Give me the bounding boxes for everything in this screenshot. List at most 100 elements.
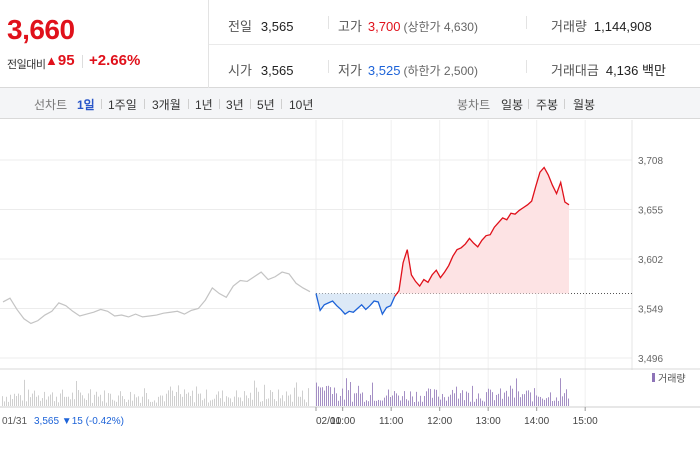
volume-bar: [84, 398, 85, 406]
tab-daily-candle[interactable]: 일봉: [501, 98, 524, 112]
volume-bar: [138, 396, 139, 406]
divider: [219, 99, 220, 109]
volume-bar: [190, 395, 191, 406]
volume-bar: [218, 391, 219, 406]
volume-bar: [198, 393, 199, 406]
volume-bar: [526, 390, 527, 406]
x-tick-label: 10:00: [330, 416, 355, 427]
volume-bar: [426, 391, 427, 406]
high-value: 3,700: [367, 19, 401, 34]
volume-bar: [204, 398, 205, 406]
volume-bar: [224, 401, 225, 406]
volume-bar: [306, 402, 307, 406]
line-chart-label: 선차트: [34, 98, 68, 112]
volume-bar: [514, 397, 515, 406]
volume-bar: [182, 396, 183, 406]
volume-bar: [340, 395, 341, 406]
volume-value: 1,144,908: [593, 19, 652, 34]
volume-bar: [242, 401, 243, 406]
volume-bar: [52, 392, 53, 406]
volume-bar: [38, 395, 39, 406]
volume-bar: [510, 385, 511, 406]
tab-10years[interactable]: 10년: [289, 98, 314, 112]
divider: [526, 16, 527, 29]
volume-bar: [68, 396, 69, 406]
tab-1year[interactable]: 1년: [195, 98, 213, 112]
tab-1day[interactable]: 1일: [77, 98, 95, 112]
volume-bar: [250, 392, 251, 406]
volume-bar: [540, 396, 541, 406]
volume-bar: [6, 396, 7, 406]
prev-close-label: 전일: [228, 19, 252, 34]
volume-bar: [428, 388, 429, 406]
volume-bar: [546, 398, 547, 406]
volume-bar: [220, 398, 221, 406]
volume-bar: [380, 400, 381, 406]
volume-bar: [416, 391, 417, 406]
volume-bar: [102, 401, 103, 406]
volume-bar: [146, 392, 147, 406]
volume-bar: [382, 400, 383, 406]
volume-bar: [536, 395, 537, 406]
volume-bar: [392, 395, 393, 406]
volume-bar: [212, 399, 213, 406]
tab-1week[interactable]: 1주일: [108, 98, 137, 112]
volume: 거래량 1,144,908: [551, 16, 652, 35]
volume-bar: [398, 395, 399, 406]
volume-bar: [474, 401, 475, 406]
volume-bar: [268, 398, 269, 406]
volume-bar: [326, 386, 327, 406]
x-tick-label: 13:00: [476, 416, 501, 427]
volume-bar: [350, 382, 351, 406]
divider: [526, 60, 527, 73]
volume-bar: [408, 400, 409, 406]
volume-bar: [18, 393, 19, 406]
volume-bar: [152, 401, 153, 406]
divider: [328, 16, 329, 29]
volume-bar: [124, 399, 125, 406]
divider: [250, 99, 251, 109]
volume-bar: [248, 398, 249, 406]
volume-bar: [266, 399, 267, 406]
volume-bar: [492, 392, 493, 406]
y-tick-label: 3,602: [638, 255, 663, 266]
volume-bar: [550, 392, 551, 406]
volume-bar: [292, 401, 293, 406]
volume-bar: [538, 396, 539, 406]
tab-3months[interactable]: 3개월: [152, 98, 181, 112]
volume-bar: [434, 389, 435, 406]
lower-limit: (하한가 2,500): [403, 64, 478, 78]
volume-bar: [86, 399, 87, 406]
tab-monthly-candle[interactable]: 월봉: [573, 98, 596, 112]
divider: [188, 99, 189, 109]
candle-chart-label: 봉차트: [457, 98, 491, 112]
volume-bar: [482, 400, 483, 406]
volume-bar: [60, 393, 61, 406]
volume-bar: [422, 401, 423, 406]
volume-bar: [272, 391, 273, 406]
volume-bar: [16, 396, 17, 406]
x-tick-label: 14:00: [524, 416, 549, 427]
tab-weekly-candle[interactable]: 주봉: [536, 98, 559, 112]
x-tick-label: 01/31: [2, 416, 27, 427]
tab-5years[interactable]: 5년: [257, 98, 275, 112]
volume-bar: [386, 395, 387, 406]
volume-bar: [562, 396, 563, 406]
volume-bar: [166, 393, 167, 406]
volume-bar: [128, 399, 129, 406]
volume-bar: [554, 400, 555, 406]
volume-bar: [430, 388, 431, 406]
volume-bar: [36, 396, 37, 406]
price-area-up: [394, 167, 569, 297]
volume-bar: [120, 391, 121, 406]
volume-bar: [70, 399, 71, 406]
volume-bar: [142, 396, 143, 406]
volume-bar: [240, 397, 241, 406]
open-value: 3,565: [260, 63, 294, 78]
volume-bar: [262, 401, 263, 406]
volume-bar: [122, 396, 123, 406]
tab-3years[interactable]: 3년: [226, 98, 244, 112]
volume-bar: [264, 384, 265, 406]
volume-bar: [98, 396, 99, 406]
intraday-price-chart[interactable]: 3,708 3,655 3,602 3,549 3,496 거래량 01/31 3,565 ▼…: [0, 120, 700, 450]
